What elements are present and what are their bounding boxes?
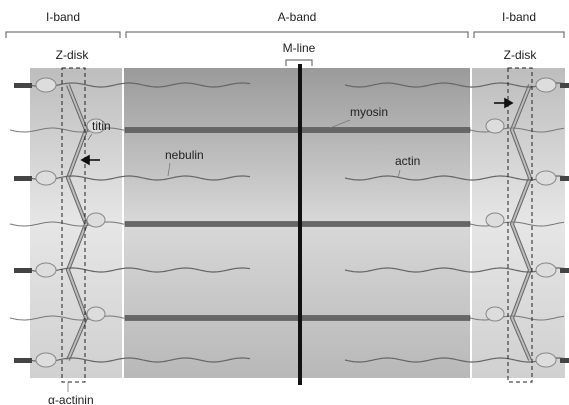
myosin [124,221,471,227]
band-label: I-band [502,10,536,24]
titin-label: titin [92,119,111,133]
actin [344,175,566,181]
alpha-actinin [35,77,57,93]
z-anchor [14,83,32,88]
z-anchor [560,176,569,181]
alpha-actinin [35,352,57,368]
actin [29,357,251,363]
titin-node [485,306,505,322]
band-label: A-band [278,10,317,24]
actin [344,267,566,273]
titin [469,315,565,321]
m-line-label: M-line [283,41,316,55]
z-anchor [560,83,569,88]
z-anchor [14,176,32,181]
titin-node [485,118,505,134]
actin-label: actin [395,154,420,168]
alpha-actinin [535,262,557,278]
titin-node [86,306,106,322]
myosin-label: myosin [350,105,388,119]
actin [29,267,251,273]
actin [344,82,566,88]
z-disk-label: Z-disk [504,48,538,62]
titin [469,127,565,133]
titin-node [485,212,505,228]
alpha-actinin [535,170,557,186]
alpha-actinin [535,352,557,368]
z-anchor [14,268,32,273]
z-disk [66,84,88,361]
z-anchor [560,268,569,273]
titin-node [86,212,106,228]
nebulin-label: nebulin [165,148,204,162]
arrows [80,97,514,166]
titin-node [86,118,106,134]
alpha-actinin [35,170,57,186]
leader-lines [67,119,401,392]
brackets [5,31,565,66]
myosin [124,127,471,133]
z-disk-box [507,67,533,383]
filaments [9,77,569,368]
alpha-actinin [35,262,57,278]
alpha-actinin-label: α-actinin [48,393,94,405]
myosin [124,315,471,321]
actin [29,82,251,88]
z-anchor [14,358,32,363]
band-label: I-band [46,10,80,24]
actin [29,175,251,181]
z-disk [510,84,532,361]
alpha-actinin [535,77,557,93]
titin [469,221,565,227]
z-anchor [560,358,569,363]
actin [344,357,566,363]
z-disk-label: Z-disk [56,48,90,62]
